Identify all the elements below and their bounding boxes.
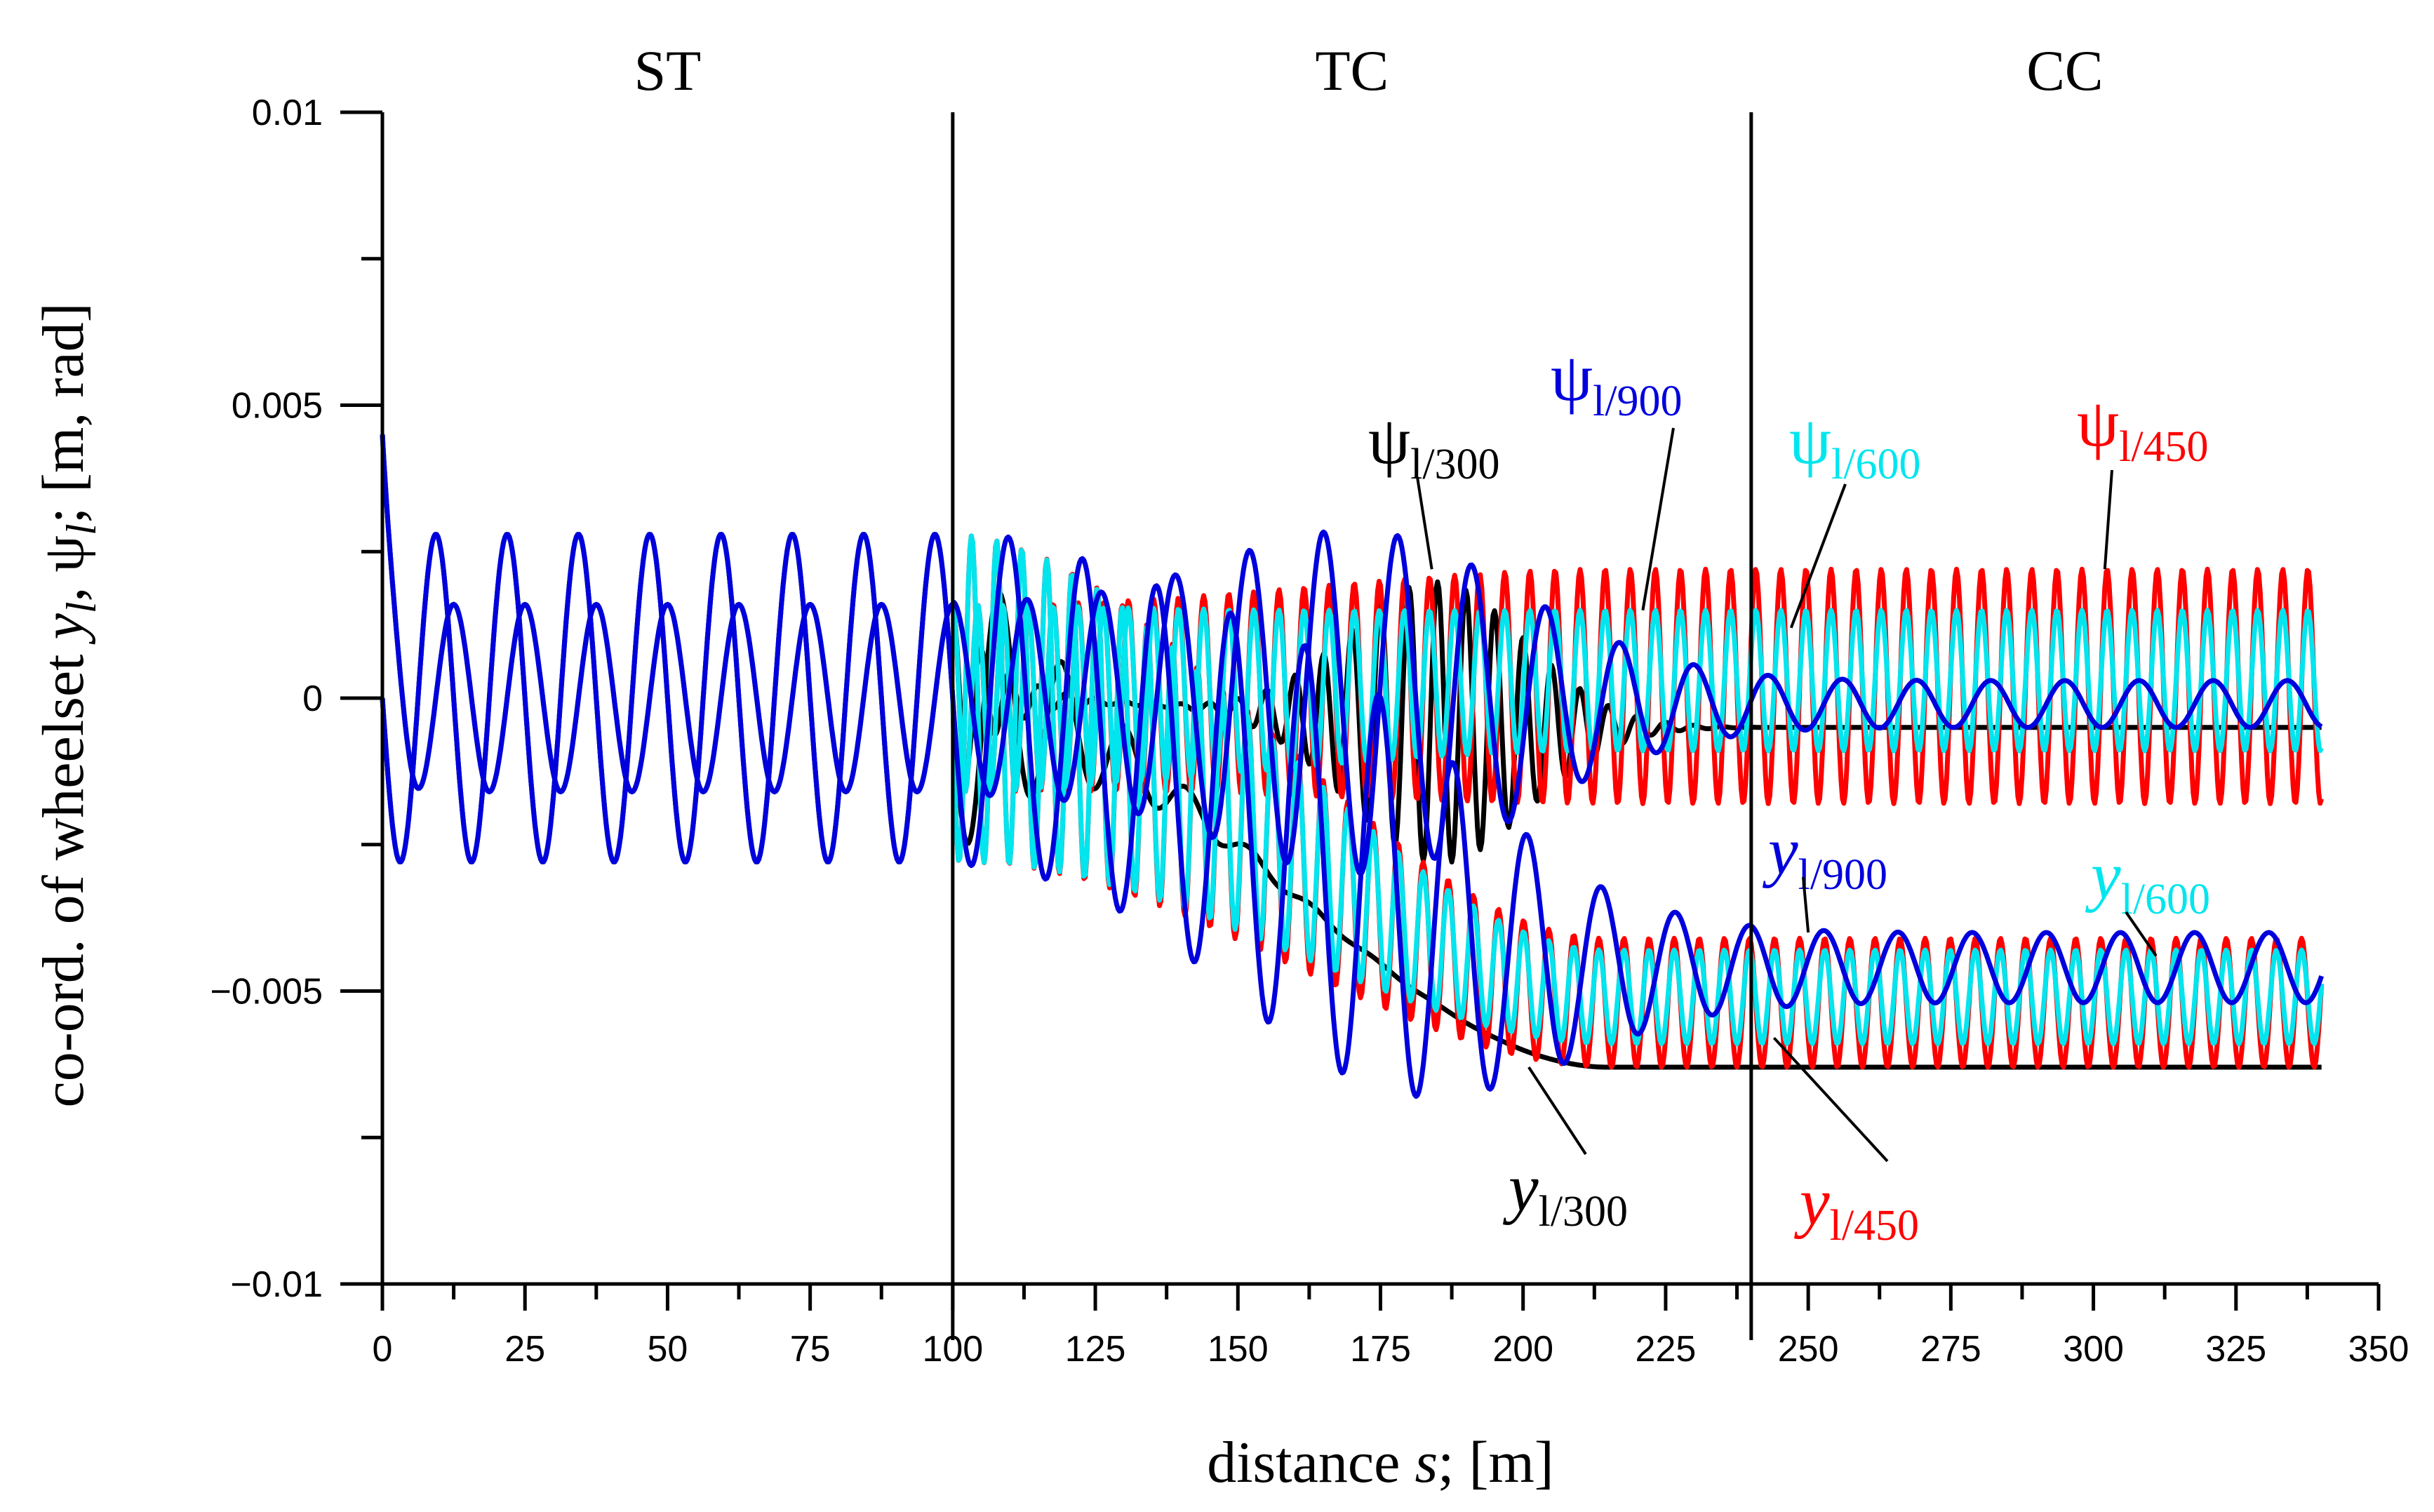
annotation-leader [2125,911,2158,957]
annotation-leader [2103,469,2113,570]
annotation-label: ψl/450 [2077,385,2209,471]
annotation-label: yl/300 [1502,1150,1628,1236]
annotation-symbol: y [1793,1164,1830,1239]
plot-text: 0 25 50 75 100 125 150 175 200 225 250 275 300 325 350… [31,39,2409,1495]
annotation-label: yl/600 [2085,838,2210,923]
annotation-subscript: l/600 [1831,441,1920,488]
x-axis-title-text: distance [1207,1430,1415,1495]
x-tick-label: 100 [922,1329,983,1370]
x-tick-label: 150 [1208,1329,1269,1370]
annotation-leader [1641,427,1675,611]
y-axis-title-text: co-ord. of wheelset [31,640,96,1108]
y-tick-label: 0 [302,678,323,719]
annotation-subscript: l/600 [2121,876,2210,923]
annotation-label: yl/450 [1793,1164,1919,1250]
annotation-label: ψl/900 [1551,340,1683,425]
x-axis-title: distance s; [m] [1207,1430,1554,1495]
x-tick-label: 250 [1778,1329,1839,1370]
annotation-symbol: ψ [1551,340,1593,415]
annotation-leader [1789,483,1847,629]
annotation-subscript: l/900 [1593,377,1682,425]
x-tick-label: 275 [1920,1329,1981,1370]
annotation-symbol: ψ [1368,403,1410,478]
annotation-subscript: l/300 [1539,1188,1628,1236]
annotation-leader [1527,1066,1587,1156]
y-axis-title-sub: l [58,523,105,535]
x-tick-label: 175 [1350,1329,1411,1370]
annotation-leader [1802,876,1810,933]
y-tick-label: 0.005 [232,386,323,427]
y-tick-label: −0.005 [210,972,323,1012]
section-label: ST [634,39,702,102]
x-tick-label: 350 [2348,1329,2409,1370]
plot-series [380,434,2325,1099]
x-tick-label: 25 [504,1329,545,1370]
annotation-leader [1772,1036,1889,1163]
y-axis-title-psi: ψ [31,535,96,573]
x-tick-label: 125 [1065,1329,1126,1370]
y-axis-title-sep: , [31,573,96,602]
annotation-symbol: ψ [1789,403,1831,478]
x-axis-title-unit: ; [m] [1438,1430,1554,1495]
section-label: TC [1315,39,1389,102]
series-line-y-l-900 [380,532,2325,1099]
y-tick-label: −0.01 [230,1264,323,1305]
annotation-leader [1416,476,1433,570]
annotation-subscript: l/450 [2119,423,2208,471]
plot-axes [340,110,2381,1340]
annotation-subscript: l/300 [1410,441,1499,488]
annotation-label: ψl/600 [1789,403,1921,488]
series-line-psi-l-900 [380,434,2323,876]
x-tick-label: 225 [1636,1329,1697,1370]
y-axis-title-unit: ; [m, rad] [31,302,96,523]
annotation-symbol: y [1502,1150,1539,1225]
x-tick-label: 75 [790,1329,831,1370]
annotation-subscript: l/450 [1830,1202,1919,1250]
annotation-subscript: l/900 [1798,851,1887,899]
x-axis-title-var: s [1415,1430,1438,1495]
y-axis-title: co-ord. of wheelset yl, ψl; [m, rad] [31,302,105,1107]
x-tick-label: 200 [1492,1329,1553,1370]
annotation-symbol: y [2085,838,2121,913]
x-tick-label: 50 [648,1329,688,1370]
x-tick-label: 325 [2205,1329,2266,1370]
annotation-symbol: y [1762,813,1798,888]
annotation-symbol: ψ [2077,385,2119,460]
y-tick-label: 0.01 [252,93,323,133]
annotation-label: yl/900 [1762,813,1887,899]
section-label: CC [2026,39,2103,102]
x-tick-label: 300 [2063,1329,2124,1370]
annotation-label: ψl/300 [1368,403,1500,488]
y-axis-title-y: y [31,613,96,645]
x-tick-label: 0 [373,1329,393,1370]
y-axis-title-sub: l [58,602,105,614]
